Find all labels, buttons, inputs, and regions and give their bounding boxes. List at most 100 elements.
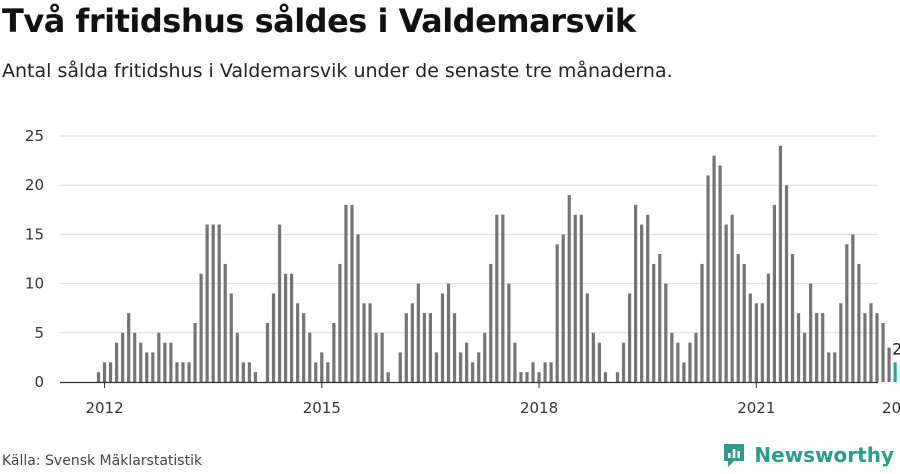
bar — [211, 224, 215, 382]
brand-name: Newsworthy — [754, 443, 894, 467]
bar — [718, 165, 722, 382]
bar — [640, 224, 644, 382]
bar — [416, 283, 420, 382]
bar — [115, 342, 119, 382]
bar — [688, 342, 692, 382]
bar — [296, 303, 300, 382]
newsworthy-logo-icon — [724, 444, 745, 467]
bar — [869, 303, 873, 382]
bar — [531, 362, 535, 382]
bar — [265, 322, 270, 382]
bar — [465, 342, 469, 382]
bar — [634, 204, 638, 382]
bar — [682, 362, 686, 382]
bar — [495, 214, 499, 382]
x-tick-label: 2018 — [520, 399, 558, 417]
bar — [410, 303, 414, 382]
bar — [507, 283, 511, 382]
bar — [121, 332, 125, 382]
bar — [193, 322, 197, 382]
source-note: Källa: Svensk Mäklarstatistik — [2, 453, 203, 469]
bar — [102, 362, 107, 382]
bar — [241, 362, 245, 382]
bar — [591, 332, 595, 382]
y-tick-label: 10 — [25, 275, 44, 293]
bar — [760, 303, 764, 382]
bar — [875, 313, 879, 382]
bar — [471, 362, 475, 382]
bar-chart: 0 5 10 15 20 25 2012 2015 2018 2021 2023 2 — [25, 127, 900, 417]
x-tick-label: 2021 — [737, 399, 775, 417]
bar — [851, 234, 855, 382]
bar — [452, 313, 457, 382]
bar — [784, 185, 789, 382]
bar — [742, 263, 746, 382]
bars — [96, 145, 897, 382]
bar — [567, 195, 571, 382]
bar — [290, 273, 294, 382]
bar — [459, 352, 463, 382]
bar — [754, 303, 758, 382]
y-tick-label: 15 — [25, 225, 44, 243]
bar — [821, 313, 825, 382]
bar — [652, 263, 656, 382]
bar — [404, 313, 408, 382]
bar — [857, 263, 861, 382]
bar — [519, 372, 523, 382]
chart-subtitle: Antal sålda fritidshus i Valdemarsvik un… — [2, 60, 673, 82]
bar — [320, 352, 324, 382]
bar — [796, 313, 801, 382]
bar — [362, 303, 366, 382]
bar — [833, 352, 837, 382]
bar — [712, 155, 716, 382]
bar — [621, 342, 626, 382]
bar-latest — [893, 362, 897, 382]
bar — [489, 263, 493, 382]
bar — [302, 313, 306, 382]
bar — [440, 293, 445, 382]
bar — [863, 313, 867, 382]
bar — [368, 303, 372, 382]
bar — [175, 362, 179, 382]
bar — [670, 332, 674, 382]
bar — [477, 352, 481, 382]
bar — [585, 293, 589, 382]
bar — [513, 342, 517, 382]
bar — [253, 372, 258, 382]
bar — [187, 362, 191, 382]
bar — [772, 204, 777, 382]
y-tick-label: 5 — [34, 324, 44, 342]
bar — [235, 332, 239, 382]
bar — [326, 362, 330, 382]
bar — [573, 214, 577, 382]
x-axis: 2012 2015 2018 2021 2023 — [60, 381, 900, 417]
bar — [881, 322, 885, 382]
bar — [766, 273, 770, 382]
bar — [199, 273, 203, 382]
x-tick-label: 2023 — [882, 399, 900, 417]
bar — [603, 372, 608, 382]
bar — [839, 303, 843, 382]
bar — [887, 347, 891, 382]
bar — [145, 352, 149, 382]
bar — [827, 352, 831, 382]
bar — [815, 313, 819, 382]
bar — [724, 224, 728, 382]
bar — [627, 293, 632, 382]
data-labels: 2 — [892, 339, 900, 358]
bar — [350, 204, 354, 382]
bar — [676, 342, 680, 382]
bar — [96, 372, 101, 382]
bar — [700, 263, 704, 382]
bar — [579, 214, 583, 382]
y-tick-label: 20 — [25, 176, 44, 194]
bar — [555, 244, 559, 382]
bar — [809, 283, 813, 382]
y-axis-tick-labels: 0 5 10 15 20 25 — [25, 127, 44, 391]
bar — [271, 293, 276, 382]
bar — [205, 224, 209, 382]
bar — [525, 372, 529, 382]
bar — [308, 332, 312, 382]
bar — [380, 332, 384, 382]
bar — [658, 254, 662, 382]
